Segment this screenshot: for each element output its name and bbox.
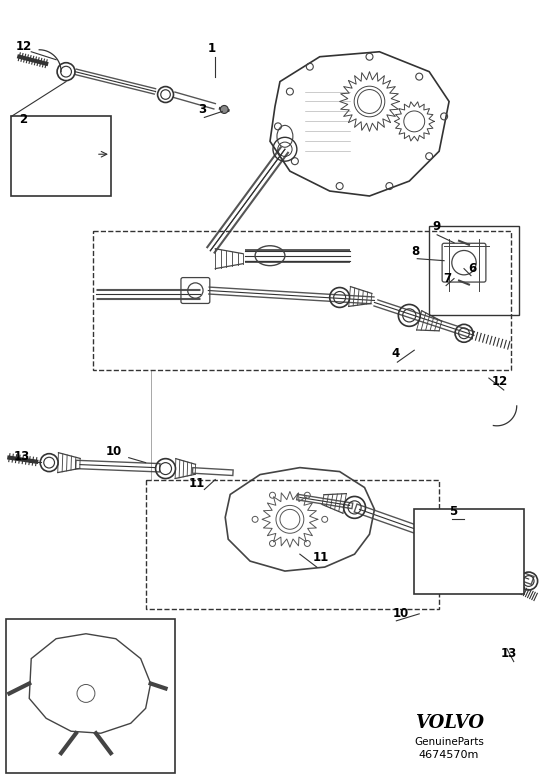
- Bar: [414, 509, 524, 594]
- Text: 8: 8: [411, 245, 420, 258]
- Bar: [146, 479, 439, 609]
- Bar: [429, 226, 519, 315]
- Text: 11: 11: [313, 551, 329, 564]
- Bar: [6, 619, 176, 773]
- Text: 1: 1: [207, 41, 215, 55]
- Text: 2: 2: [19, 113, 28, 127]
- Bar: [11, 117, 111, 196]
- Text: 3: 3: [198, 103, 206, 117]
- Text: 6: 6: [468, 262, 476, 274]
- Text: 10: 10: [393, 607, 409, 620]
- Text: 13: 13: [14, 450, 30, 463]
- Text: 13: 13: [501, 647, 517, 660]
- Text: 11: 11: [188, 476, 205, 490]
- Text: 12: 12: [492, 375, 508, 388]
- Bar: [93, 231, 511, 370]
- Text: 7: 7: [443, 271, 451, 285]
- Text: 5: 5: [449, 505, 457, 518]
- Text: VOLVO: VOLVO: [415, 714, 484, 732]
- Text: GenuineParts: GenuineParts: [414, 737, 484, 747]
- Text: 9: 9: [432, 220, 441, 233]
- Text: 12: 12: [15, 40, 31, 52]
- Circle shape: [220, 106, 228, 113]
- Text: 4: 4: [392, 347, 400, 361]
- Text: 4674570m: 4674570m: [419, 750, 480, 760]
- Text: 10: 10: [106, 445, 122, 457]
